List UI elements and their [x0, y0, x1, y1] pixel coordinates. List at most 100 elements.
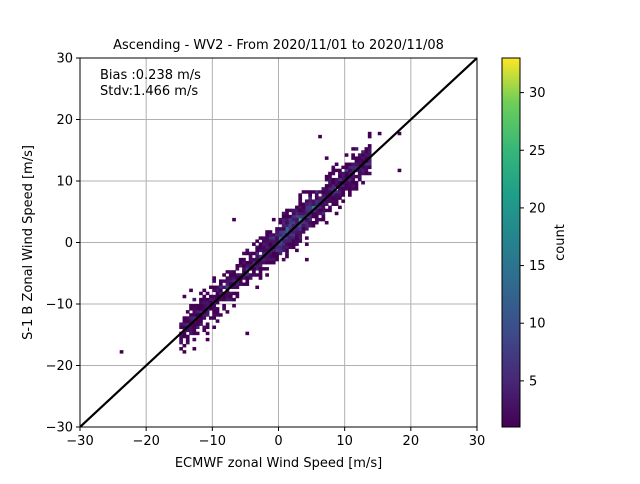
density-bin [242, 276, 246, 280]
density-bin [291, 224, 296, 228]
density-bin [235, 276, 240, 280]
density-bin [291, 233, 296, 237]
density-bin [228, 297, 233, 302]
density-bin [265, 230, 269, 234]
density-bin [304, 236, 309, 240]
density-bin [215, 319, 220, 323]
density-bin [275, 239, 279, 243]
density-bin [285, 224, 289, 228]
density-bin [192, 347, 197, 351]
density-bin [275, 245, 279, 250]
density-bin [192, 328, 197, 333]
density-bin [245, 273, 250, 277]
density-bin [265, 242, 269, 246]
density-bin [275, 230, 279, 234]
density-bin [291, 245, 296, 250]
density-bin [258, 276, 263, 280]
x-tick-label: 0 [274, 434, 282, 449]
density-bin [285, 217, 289, 222]
y-tick-label: −30 [46, 421, 73, 436]
density-bin [288, 239, 293, 243]
density-bin [195, 310, 200, 314]
density-bin [261, 257, 266, 262]
density-bin [334, 202, 339, 206]
density-bin [304, 220, 309, 225]
density-bin [281, 220, 286, 225]
density-bin [304, 257, 309, 262]
colorbar-tick-label: 5 [529, 374, 537, 389]
density-bin [202, 328, 207, 333]
density-bin [324, 184, 329, 188]
density-bin [209, 285, 213, 290]
density-bin [265, 239, 269, 243]
x-tick-label: −30 [66, 434, 93, 449]
density-bin [344, 184, 349, 188]
density-bin [199, 304, 203, 308]
density-bin [242, 260, 246, 265]
density-bin [301, 208, 306, 213]
density-bin [202, 316, 207, 320]
density-bin [301, 214, 306, 219]
density-bin [321, 211, 326, 216]
density-bin [265, 267, 269, 271]
density-bin [285, 245, 289, 250]
density-bin [278, 227, 283, 231]
density-bin [334, 181, 339, 185]
density-bin [308, 224, 312, 228]
density-bin [298, 230, 303, 234]
density-bin [347, 177, 352, 182]
density-bin [341, 174, 346, 179]
density-bin [281, 239, 286, 243]
density-bin [261, 245, 266, 250]
density-bin [364, 147, 369, 151]
density-bin [225, 279, 230, 283]
density-bin [344, 187, 349, 191]
one-to-one-line [80, 58, 477, 427]
density-bin [354, 181, 359, 185]
density-bin [338, 174, 342, 179]
density-bin [212, 313, 217, 317]
density-bin [338, 181, 342, 185]
density-bin [189, 328, 193, 333]
density-bin [268, 245, 273, 250]
density-bin [242, 267, 246, 271]
density-bin [205, 325, 210, 329]
density-bin [344, 174, 349, 179]
density-bin [331, 165, 336, 170]
density-bin [354, 159, 359, 163]
density-bin [265, 260, 269, 265]
density-bin [271, 257, 276, 262]
density-bin [232, 279, 236, 283]
density-bin [314, 214, 319, 219]
density-bin [258, 236, 263, 240]
density-bin [212, 276, 217, 280]
density-bin [351, 168, 355, 173]
density-bin [258, 254, 263, 259]
density-bin [301, 190, 306, 194]
density-bin [202, 288, 207, 293]
density-bin [218, 288, 223, 293]
density-bin [314, 211, 319, 216]
density-bin [271, 239, 276, 243]
density-bin [328, 187, 332, 191]
density-bin [228, 273, 233, 277]
y-tick-label: 30 [56, 52, 73, 67]
density-bin [258, 264, 263, 268]
density-bin [215, 307, 220, 311]
density-bin [357, 159, 362, 163]
density-bin [281, 257, 286, 262]
density-bin [212, 288, 217, 293]
density-bin [281, 242, 286, 246]
density-bin [182, 331, 187, 336]
density-bin [288, 224, 293, 228]
colorbar-ticks: 5 10 15 20 25 30 [520, 86, 546, 389]
density-bin [261, 242, 266, 246]
density-bin [255, 273, 260, 277]
density-bin [232, 273, 236, 277]
density-bin [318, 211, 322, 216]
density-bin [242, 282, 246, 286]
density-bin [304, 199, 309, 203]
density-bin [179, 334, 183, 339]
density-bin [341, 171, 346, 176]
density-bin [364, 162, 369, 167]
